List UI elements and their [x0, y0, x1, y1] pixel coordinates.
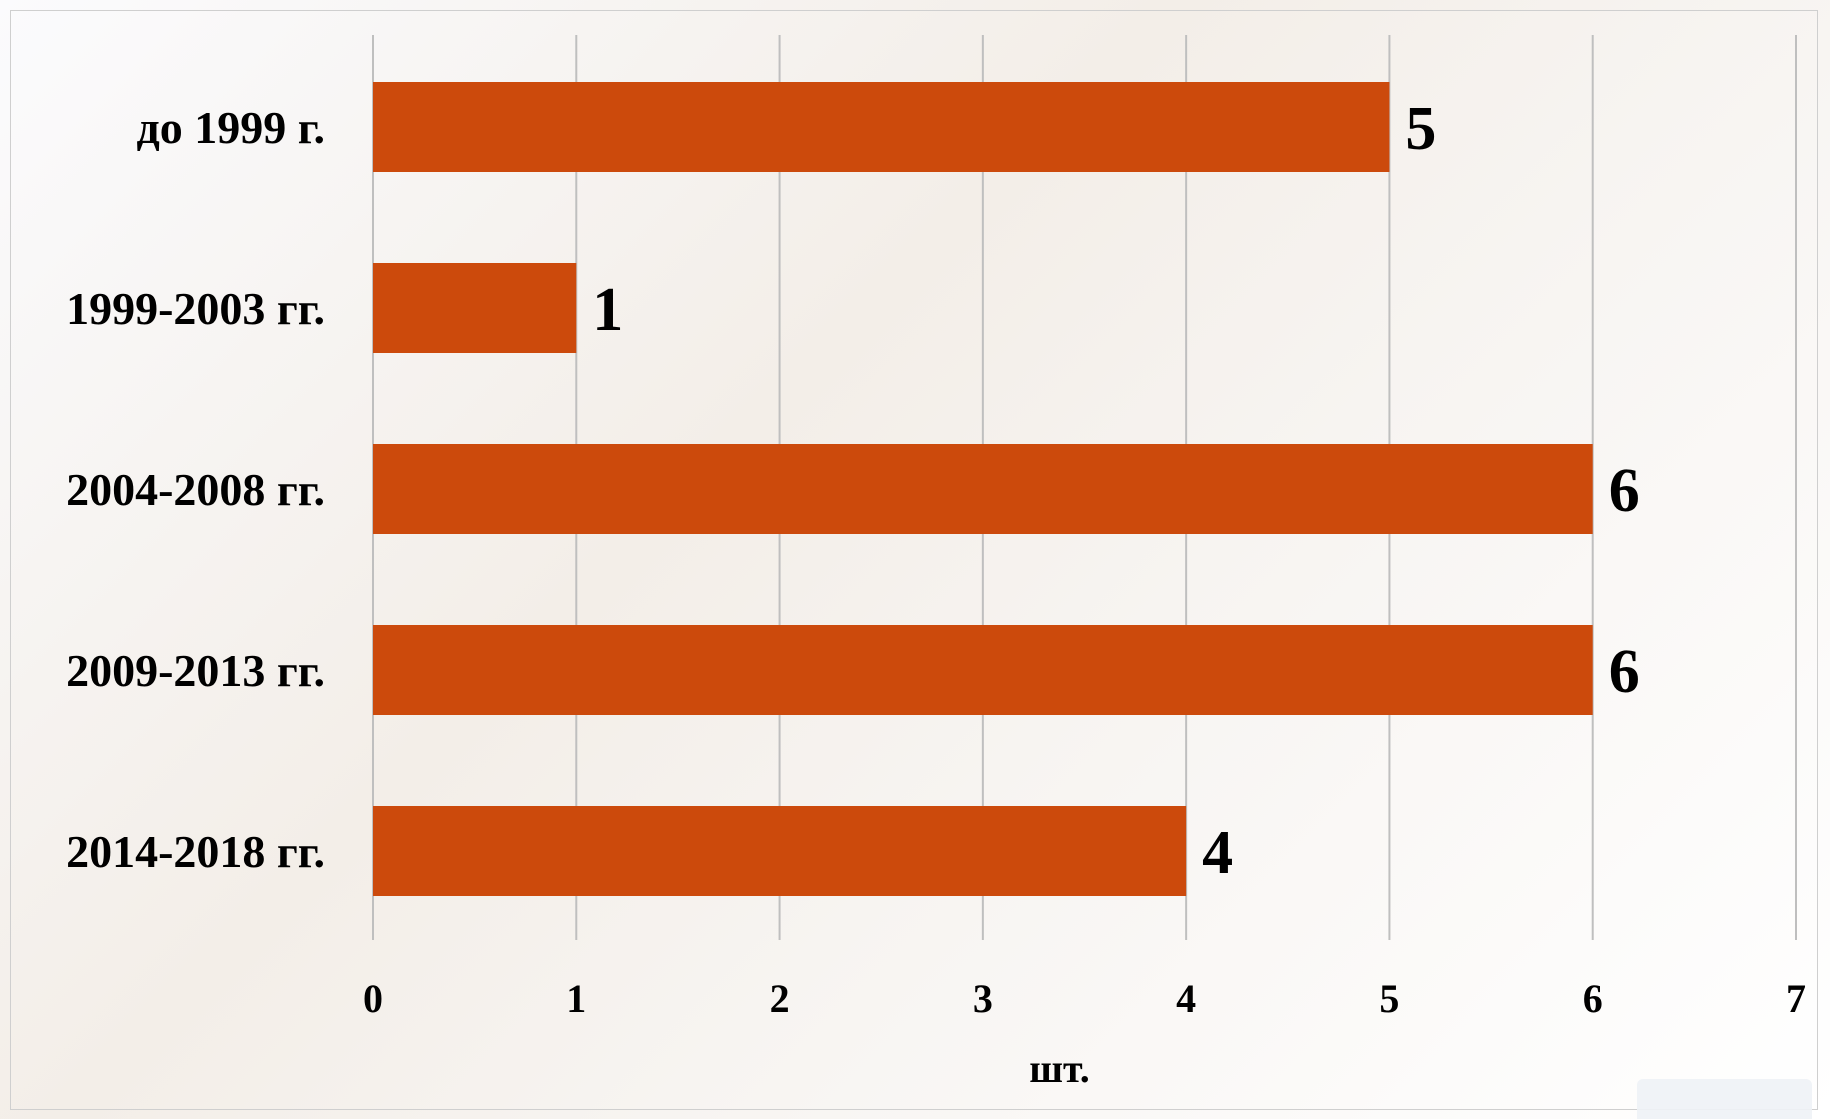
- x-tick-labels: 0 1 2 3 4 5 6 7: [363, 976, 1806, 1021]
- value-label: 5: [1405, 95, 1436, 163]
- bar: [373, 263, 577, 353]
- value-labels: 5 1 6 6 4: [592, 95, 1639, 887]
- x-tick-label: 3: [973, 976, 993, 1021]
- value-label: 1: [592, 276, 623, 344]
- category-label: 2004-2008 гг.: [66, 464, 325, 515]
- x-tick-label: 7: [1786, 976, 1806, 1021]
- bar: [373, 625, 1593, 715]
- bars: [373, 82, 1593, 896]
- watermark: [1637, 1079, 1812, 1119]
- x-tick-label: 5: [1379, 976, 1399, 1021]
- category-labels: до 1999 г. 1999-2003 гг. 2004-2008 гг. 2009…: [66, 102, 325, 877]
- grid-lines: [372, 35, 1797, 940]
- x-tick-label: 6: [1583, 976, 1603, 1021]
- x-tick-label: 1: [566, 976, 586, 1021]
- bar: [373, 444, 1593, 534]
- category-label: 2014-2018 гг.: [66, 826, 325, 877]
- category-label: до 1999 г.: [137, 102, 325, 153]
- value-label: 6: [1609, 457, 1640, 525]
- x-tick-label: 2: [770, 976, 790, 1021]
- category-label: 2009-2013 гг.: [66, 645, 325, 696]
- value-label: 6: [1609, 638, 1640, 706]
- category-label: 1999-2003 гг.: [66, 283, 325, 334]
- bar: [373, 82, 1390, 172]
- x-tick-label: 4: [1176, 976, 1196, 1021]
- x-axis-title: шт.: [1029, 1046, 1089, 1091]
- bar: [373, 806, 1187, 896]
- x-tick-label: 0: [363, 976, 383, 1021]
- chart-frame: [10, 10, 1818, 1110]
- value-label: 4: [1202, 819, 1233, 887]
